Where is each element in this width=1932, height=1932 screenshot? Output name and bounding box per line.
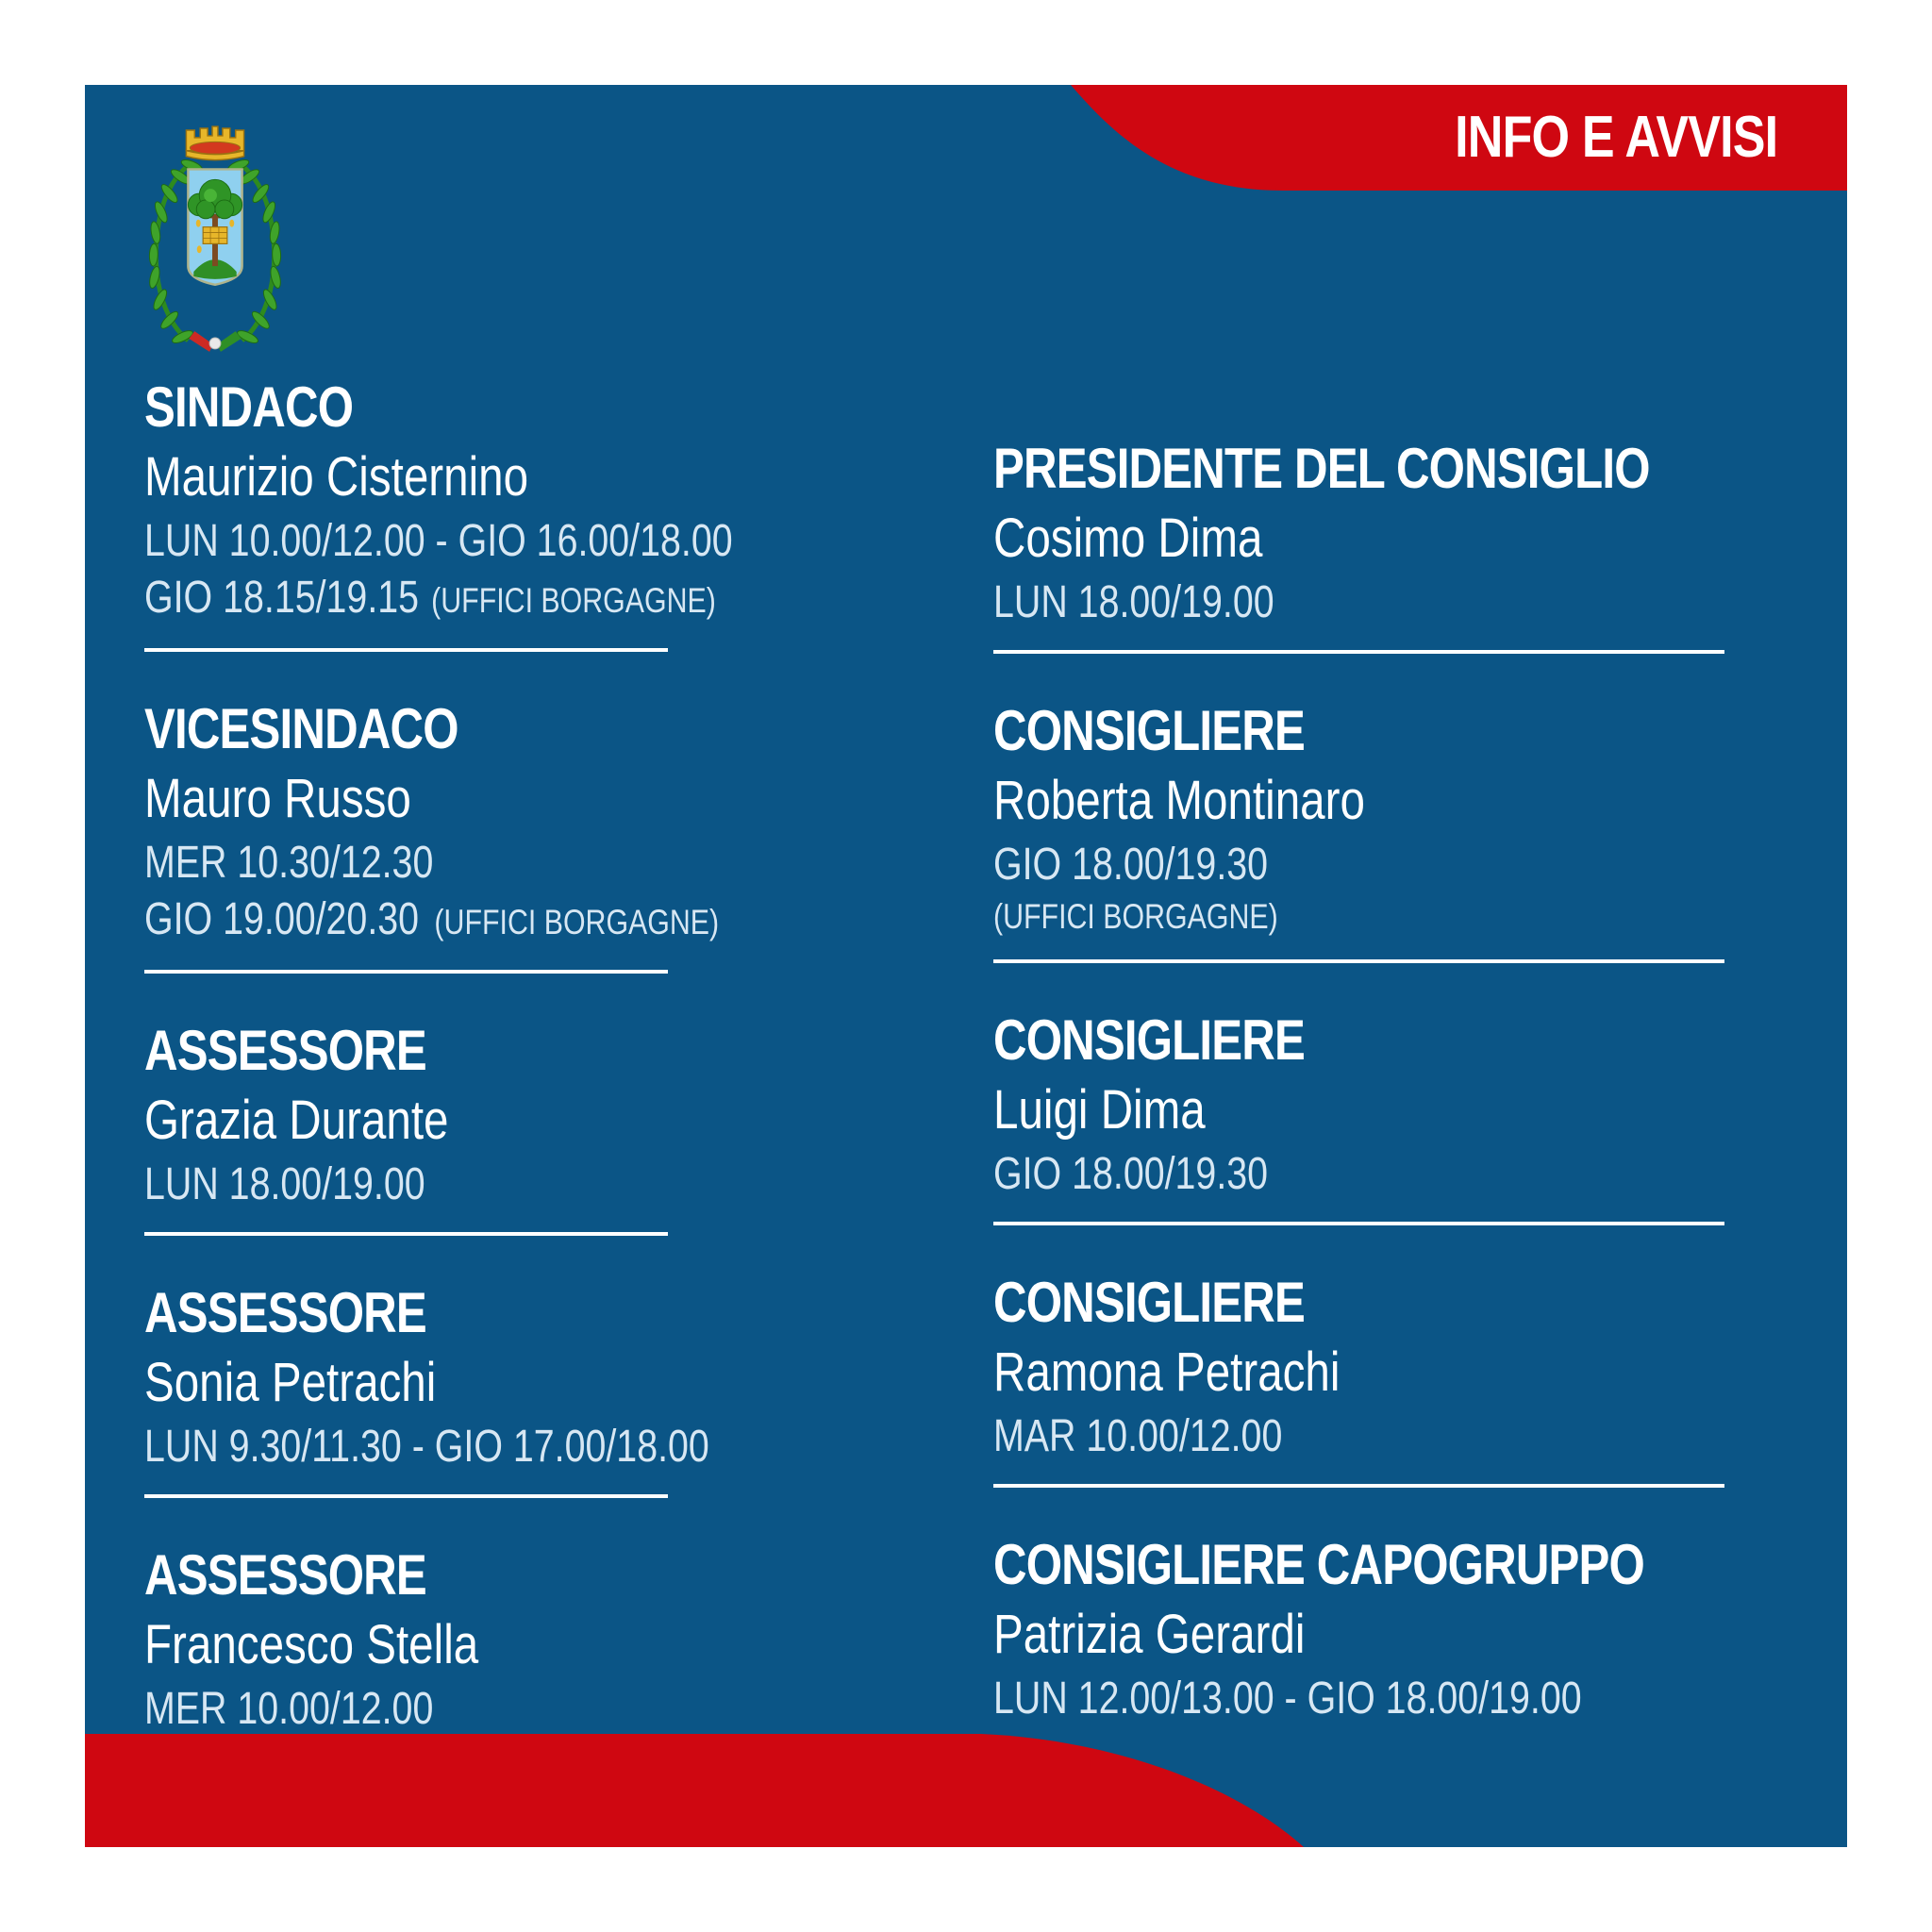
divider <box>144 648 668 652</box>
hours-line: LUN 18.00/19.00 <box>144 1159 425 1209</box>
divider <box>144 970 668 974</box>
info-banner-shape <box>1071 85 1847 191</box>
official-name: Roberta Montinaro <box>993 770 1365 831</box>
divider <box>993 650 1724 654</box>
official-entry-assessore-2: ASSESSORE Sonia Petrachi LUN 9.30/11.30 … <box>144 1283 974 1475</box>
hours-line: MAR 10.00/12.00 <box>993 1411 1283 1461</box>
column-left: SINDACO Maurizio Cisternino LUN 10.00/12… <box>144 377 974 1738</box>
official-name: Francesco Stella <box>144 1614 479 1675</box>
office-hours: LUN 12.00/13.00 - GIO 18.00/19.00 <box>993 1671 1824 1727</box>
hours-line: LUN 10.00/12.00 - GIO 16.00/18.00 <box>144 516 733 566</box>
info-banner-title: INFO E AVVISI <box>1454 105 1778 170</box>
office-hours: GIO 18.00/19.30 (UFFICI BORGAGNE) <box>993 837 1824 941</box>
official-entry-sindaco: SINDACO Maurizio Cisternino LUN 10.00/12… <box>144 377 974 629</box>
crest-shield-icon <box>187 168 243 287</box>
official-name: Cosimo Dima <box>993 508 1263 569</box>
office-hours: LUN 18.00/19.00 <box>144 1157 974 1213</box>
role-title: PRESIDENTE DEL CONSIGLIO <box>993 437 1650 500</box>
official-name: Ramona Petrachi <box>993 1341 1341 1403</box>
laurel-wreath-icon <box>148 158 282 343</box>
official-entry-assessore-3: ASSESSORE Francesco Stella MER 10.00/12.… <box>144 1545 974 1738</box>
hours-note: (UFFICI BORGAGNE) <box>431 581 716 620</box>
office-hours: LUN 10.00/12.00 - GIO 16.00/18.00 GIO 18… <box>144 513 974 629</box>
hours-note: (UFFICI BORGAGNE) <box>993 897 1278 936</box>
hours-line: LUN 9.30/11.30 - GIO 17.00/18.00 <box>144 1422 709 1472</box>
role-title: ASSESSORE <box>144 1543 427 1607</box>
poster-panel: INFO E AVVISI <box>85 85 1847 1847</box>
official-name: Luigi Dima <box>993 1079 1206 1141</box>
bottom-red-band <box>85 1734 1304 1847</box>
office-hours: MER 10.00/12.00 <box>144 1681 974 1738</box>
hours-line: GIO 18.00/19.30 <box>993 1149 1269 1199</box>
municipal-crest-icon <box>148 125 282 352</box>
divider <box>993 1484 1724 1488</box>
official-name: Grazia Durante <box>144 1090 449 1151</box>
divider <box>993 959 1724 963</box>
office-hours: LUN 9.30/11.30 - GIO 17.00/18.00 <box>144 1419 974 1475</box>
role-title: ASSESSORE <box>144 1019 427 1082</box>
divider <box>144 1494 668 1498</box>
office-hours: LUN 18.00/19.00 <box>993 575 1824 631</box>
role-title: CONSIGLIERE CAPOGRUPPO <box>993 1533 1645 1596</box>
official-name: Maurizio Cisternino <box>144 446 529 508</box>
official-entry-presidente: PRESIDENTE DEL CONSIGLIO Cosimo Dima LUN… <box>993 439 1824 631</box>
divider <box>144 1232 668 1236</box>
column-right: PRESIDENTE DEL CONSIGLIO Cosimo Dima LUN… <box>993 439 1824 1727</box>
office-hours: MER 10.30/12.30 GIO 19.00/20.30 (UFFICI B… <box>144 835 974 951</box>
hours-line: MER 10.00/12.00 <box>144 1684 434 1734</box>
official-entry-capogruppo: CONSIGLIERE CAPOGRUPPO Patrizia Gerardi … <box>993 1535 1824 1727</box>
role-title: ASSESSORE <box>144 1281 427 1344</box>
hours-line: MER 10.30/12.30 <box>144 838 434 888</box>
role-title: CONSIGLIERE <box>993 1271 1306 1334</box>
official-name: Patrizia Gerardi <box>993 1604 1306 1665</box>
official-entry-assessore-1: ASSESSORE Grazia Durante LUN 18.00/19.00 <box>144 1021 974 1213</box>
official-entry-consigliere-1: CONSIGLIERE Roberta Montinaro GIO 18.00/… <box>993 701 1824 941</box>
role-title: CONSIGLIERE <box>993 699 1306 762</box>
golden-grate-icon <box>195 219 235 254</box>
office-hours: MAR 10.00/12.00 <box>993 1408 1824 1465</box>
official-entry-consigliere-3: CONSIGLIERE Ramona Petrachi MAR 10.00/12… <box>993 1273 1824 1465</box>
ribbon-icon <box>189 331 242 352</box>
hours-line: GIO 19.00/20.30 (UFFICI BORGAGNE) <box>144 894 720 944</box>
role-title: SINDACO <box>144 375 354 439</box>
official-name: Sonia Petrachi <box>144 1352 437 1413</box>
office-hours: GIO 18.00/19.30 <box>993 1146 1824 1203</box>
hours-line: LUN 12.00/13.00 - GIO 18.00/19.00 <box>993 1674 1582 1724</box>
official-name: Mauro Russo <box>144 768 411 829</box>
hours-line: GIO 18.00/19.30 <box>993 840 1269 890</box>
mural-crown-icon <box>185 125 245 161</box>
hours-note: (UFFICI BORGAGNE) <box>434 903 720 941</box>
role-title: CONSIGLIERE <box>993 1008 1306 1072</box>
hours-line: GIO 18.15/19.15 (UFFICI BORGAGNE) <box>144 573 716 623</box>
official-entry-consigliere-2: CONSIGLIERE Luigi Dima GIO 18.00/19.30 <box>993 1010 1824 1203</box>
divider <box>993 1222 1724 1225</box>
official-entry-vicesindaco: VICESINDACO Mauro Russo MER 10.30/12.30 … <box>144 699 974 951</box>
role-title: VICESINDACO <box>144 697 459 760</box>
hours-line: LUN 18.00/19.00 <box>993 577 1274 627</box>
